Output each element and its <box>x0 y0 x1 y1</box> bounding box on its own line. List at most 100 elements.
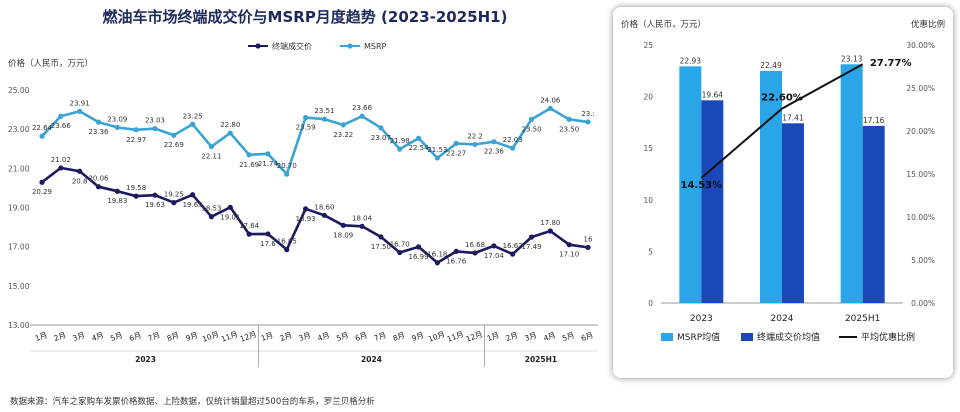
data-point <box>152 125 158 132</box>
data-point <box>190 192 196 198</box>
y2-tick-label: 20.00% <box>906 127 935 136</box>
data-label: 21.53 <box>427 146 447 154</box>
data-point <box>415 244 422 250</box>
x-tick-label: 3月 <box>71 330 86 343</box>
legend-label: MSRP均值 <box>677 331 720 343</box>
data-point <box>58 165 64 171</box>
data-point <box>415 135 422 141</box>
x-tick-label: 9月 <box>410 330 425 343</box>
data-point <box>39 133 45 139</box>
x-tick-label: 7月 <box>147 330 162 343</box>
data-point <box>284 247 290 253</box>
data-label: 20.06 <box>88 175 109 183</box>
x-tick-label: 12月 <box>239 330 258 344</box>
y-tick-label: 13.00 <box>8 321 30 330</box>
data-point <box>114 124 120 131</box>
data-point <box>359 223 365 229</box>
x-tick-label: 10月 <box>201 330 220 344</box>
x-tick-label: 1月 <box>260 330 275 343</box>
data-point <box>547 105 553 112</box>
bar-value-label: 22.93 <box>680 56 702 65</box>
transaction-bar <box>701 100 724 303</box>
msrp-bar <box>840 64 863 303</box>
data-label: 17.49 <box>521 243 541 251</box>
data-point <box>208 214 215 220</box>
legend-swatch <box>661 333 673 341</box>
data-label: 21.02 <box>51 156 71 164</box>
data-point <box>133 127 139 133</box>
x-tick-label: 2024 <box>771 314 794 324</box>
bar-value-label: 23.13 <box>841 54 863 63</box>
data-label: 23.07 <box>371 134 391 142</box>
x-tick-label: 12月 <box>465 330 484 344</box>
data-label: 23.: <box>581 110 595 118</box>
data-label: 22.11 <box>201 153 221 161</box>
ratio-value-label: 22.60% <box>761 93 803 104</box>
data-point <box>340 222 346 228</box>
msrp-line <box>41 107 589 176</box>
data-label: 19.65 <box>183 201 203 209</box>
data-label: 17.64 <box>239 222 260 230</box>
data-point <box>39 179 45 185</box>
ratio-value-label: 14.53% <box>681 180 723 191</box>
data-point <box>585 119 591 125</box>
data-point <box>208 143 215 150</box>
y-axis-label: 价格（人民币，万元） <box>8 58 93 69</box>
data-point <box>171 200 177 206</box>
y2-tick-label: 0.00% <box>911 299 935 308</box>
data-label: 23.59 <box>296 124 316 132</box>
data-label: 23.50 <box>559 125 579 133</box>
data-label: 19.83 <box>107 197 127 205</box>
data-label: 18.93 <box>296 215 316 223</box>
data-point <box>227 130 233 136</box>
msrp-bar <box>679 66 702 303</box>
data-label: 21.98 <box>390 137 410 145</box>
y2-tick-label: 10.00% <box>906 213 935 222</box>
y2-tick-label: 30.00% <box>906 41 935 50</box>
bar-value-label: 22.49 <box>760 61 782 70</box>
data-label: 20.8 <box>72 177 88 185</box>
x-tick-label: 3月 <box>523 330 538 343</box>
ratio-value-label: 27.77% <box>870 58 912 69</box>
data-label: 16.70 <box>390 241 410 249</box>
data-label: 18.09 <box>333 231 353 239</box>
x-tick-label: 3月 <box>297 330 312 343</box>
y2-tick-label: 5.00% <box>911 256 935 265</box>
data-label: 19.63 <box>145 201 165 209</box>
x-tick-label: 2月 <box>505 330 520 343</box>
data-point <box>378 125 384 131</box>
x-group-label: 2024 <box>361 355 382 364</box>
data-label: 16.62 <box>503 242 523 250</box>
x-tick-label: 1月 <box>34 330 49 343</box>
data-point <box>265 151 271 157</box>
x-tick-label: 2023 <box>690 314 713 324</box>
y-tick-label: 5 <box>648 247 653 256</box>
data-point <box>77 168 83 174</box>
y2-tick-label: 15.00% <box>906 170 935 179</box>
x-tick-label: 6月 <box>128 330 143 343</box>
x-tick-label: 6月 <box>580 330 595 343</box>
x-tick-label: 8月 <box>392 330 407 343</box>
data-point <box>453 140 459 147</box>
transaction-price-line <box>41 166 589 265</box>
transaction-bar <box>862 125 885 303</box>
data-point <box>491 139 497 145</box>
y-tick-label: 10 <box>643 196 653 205</box>
y2-axis-label: 优惠比例 <box>911 19 945 30</box>
legend-label: 终端成交价均值 <box>757 331 820 343</box>
data-point <box>585 244 591 251</box>
discount-ratio-line <box>700 63 864 179</box>
data-label: 23.09 <box>107 115 127 123</box>
data-point <box>152 192 158 198</box>
y-axis-label: 价格（人民币，万元） <box>621 19 706 30</box>
data-point <box>246 152 252 158</box>
data-point <box>472 250 478 256</box>
monthly-price-line-chart: 价格（人民币，万元） 13.00 15.00 17.00 19.00 21.00 23.00… <box>8 41 598 367</box>
chart-title: 燃油车市场终端成交价与MSRP月度趋势 (2023-2025H1) <box>102 8 508 26</box>
x-tick-label: 5月 <box>335 330 350 343</box>
x-group-label: 2023 <box>135 355 156 364</box>
legend-label: 终端成交价 <box>272 41 312 51</box>
data-point <box>472 141 478 148</box>
data-point <box>133 193 139 199</box>
data-label: 22.54 <box>409 144 430 152</box>
